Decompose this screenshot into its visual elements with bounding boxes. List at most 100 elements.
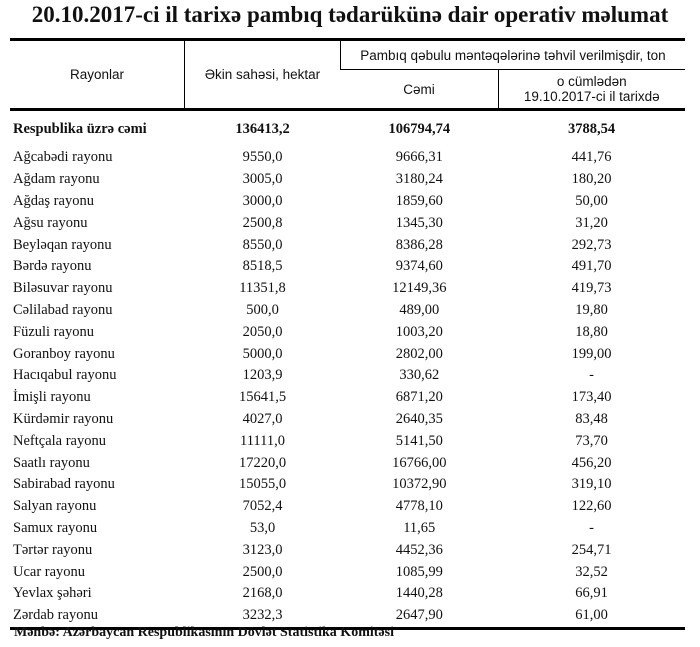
cell-including: -	[589, 367, 594, 384]
cell-region: Zərdab rayonu	[10, 604, 185, 630]
header-including: o cümlədən 19.10.2017-ci il tarixdə	[497, 69, 685, 111]
cell-area: 2500,8	[242, 214, 283, 231]
cell-region: Kürdəmir rayonu	[13, 410, 114, 427]
cell-including: 456,20	[571, 454, 612, 471]
cell-region: Sabirabad rayonu	[13, 476, 115, 493]
cell-including: 122,60	[571, 498, 612, 515]
table-row: Ağdam rayonu 3005,0 3180,24 180,20	[10, 169, 685, 191]
cell-region: Tərtər rayonu	[13, 541, 93, 558]
cell-area: 1203,9	[242, 367, 283, 384]
cell-area: 15641,5	[238, 389, 287, 406]
cell-area: 8518,5	[242, 258, 283, 275]
cell-including: 173,40	[571, 389, 612, 406]
cell-area: 2500,0	[242, 563, 283, 580]
header-including-line1: o cümlədən	[556, 74, 627, 89]
cell-total: 489,00	[399, 301, 440, 318]
cell-region: Ağdam rayonu	[13, 171, 100, 188]
cell-region: İmişli rayonu	[13, 389, 91, 406]
table-row: İmişli rayonu 15641,5 6871,20 173,40	[10, 387, 685, 409]
cell-total: 11,65	[403, 519, 436, 536]
table-row: Hacıqabul rayonu 1203,9 330,62 -	[10, 365, 685, 387]
cell-including: 254,71	[571, 541, 612, 558]
table-row: Kürdəmir rayonu 4027,0 2640,35 83,48	[10, 409, 685, 431]
cell-including: 419,73	[571, 280, 612, 297]
table-row: Bərdə rayonu 8518,5 9374,60 491,70	[10, 256, 685, 278]
cell-region: Beyləqan rayonu	[13, 236, 112, 253]
cell-area: 2168,0	[242, 585, 283, 602]
table-row: Sabirabad rayonu 15055,0 10372,90 319,10	[10, 474, 685, 496]
cell-area: 2050,0	[242, 323, 283, 340]
cell-area: 17220,0	[238, 454, 287, 471]
cell-including: 18,80	[575, 323, 608, 340]
cell-region: Yevlax şəhəri	[13, 585, 92, 602]
header-total: Cəmi	[340, 69, 498, 111]
table-row: Beyləqan rayonu 8550,0 8386,28 292,73	[10, 234, 685, 256]
cell-including: 199,00	[571, 345, 612, 362]
cell-total: 2802,00	[395, 345, 443, 362]
table-row: Yevlax şəhəri 2168,0 1440,28 66,91	[10, 583, 685, 605]
cell-area: 8550,0	[242, 236, 283, 253]
cell-area: 500,0	[246, 301, 279, 318]
cell-including: 32,52	[575, 563, 608, 580]
cell-including: 491,70	[571, 258, 612, 275]
table-row: Biləsuvar rayonu 11351,8 12149,36 419,73	[10, 278, 685, 300]
table-row: Zərdab rayonu 3232,3 2647,90 61,00	[10, 604, 685, 630]
cell-region: Füzuli rayonu	[13, 323, 94, 340]
cell-region: Saatlı rayonu	[13, 454, 90, 471]
cell-area: 15055,0	[238, 476, 287, 493]
cell-region: Ağcabədi rayonu	[13, 149, 113, 166]
cell-region: Cəlilabad rayonu	[13, 301, 113, 318]
table-row: Ucar rayonu 2500,0 1085,99 32,52	[10, 561, 685, 583]
cell-area: 136413,2	[235, 120, 290, 137]
cell-total: 9666,31	[395, 149, 443, 166]
table-row: Ağcabədi rayonu 9550,0 9666,31 441,76	[10, 147, 685, 169]
table-row: Samux rayonu 53,0 11,65 -	[10, 518, 685, 540]
cell-total: 6871,20	[395, 389, 443, 406]
total-row: Respublika üzrə cəmi 136413,2 106794,74 …	[10, 110, 685, 148]
cell-area: 3005,0	[242, 171, 283, 188]
cell-total: 12149,36	[392, 280, 447, 297]
header-area: Əkin sahəsi, hektar	[184, 38, 341, 111]
cell-including: 83,48	[575, 410, 608, 427]
cell-including: -	[589, 519, 594, 536]
table-row: Ağsu rayonu 2500,8 1345,30 31,20	[10, 212, 685, 234]
cell-area: 4027,0	[242, 410, 283, 427]
cotton-table: Rayonlar Əkin sahəsi, hektar Pambıq qəbu…	[10, 38, 685, 630]
cell-total: 5141,50	[395, 432, 443, 449]
cell-area: 11111,0	[240, 432, 285, 449]
cell-including: 180,20	[571, 171, 612, 188]
cell-total: 10372,90	[392, 476, 447, 493]
cell-region: Ağdaş rayonu	[13, 192, 94, 209]
cell-area: 5000,0	[242, 345, 283, 362]
cell-including: 66,91	[575, 585, 608, 602]
cell-area: 11351,8	[239, 280, 286, 297]
cell-including: 73,70	[575, 432, 608, 449]
cell-region: Samux rayonu	[13, 519, 98, 536]
table-row: Neftçala rayonu 11111,0 5141,50 73,70	[10, 430, 685, 452]
cell-total: 1440,28	[395, 585, 443, 602]
cell-region: Salyan rayonu	[13, 498, 97, 515]
cell-area: 3000,0	[242, 192, 283, 209]
cell-total: 4452,36	[395, 541, 443, 558]
cell-region: Goranboy rayonu	[13, 345, 115, 362]
cell-including: 292,73	[571, 236, 612, 253]
header-including-line2: 19.10.2017-ci il tarixdə	[523, 89, 660, 104]
cell-including: 31,20	[575, 214, 608, 231]
cell-total: 16766,00	[392, 454, 447, 471]
cell-including: 319,10	[571, 476, 612, 493]
cell-area: 3232,3	[184, 604, 341, 630]
table-row: Füzuli rayonu 2050,0 1003,20 18,80	[10, 321, 685, 343]
table-row: Saatlı rayonu 17220,0 16766,00 456,20	[10, 452, 685, 474]
cell-including: 3788,54	[567, 120, 616, 137]
cell-total: 9374,60	[395, 258, 443, 275]
cell-region: Biləsuvar rayonu	[13, 280, 113, 297]
cell-total: 330,62	[399, 367, 440, 384]
page-title: 20.10.2017-ci il tarixə pambıq tədarükün…	[31, 2, 669, 27]
cell-total: 2647,90	[340, 604, 498, 630]
cell-region: Ucar rayonu	[13, 563, 86, 580]
cell-area: 7052,4	[242, 498, 283, 515]
cell-region: Hacıqabul rayonu	[13, 367, 117, 384]
cell-total: 8386,28	[395, 236, 443, 253]
cell-region: Ağsu rayonu	[13, 214, 88, 231]
table-row: Salyan rayonu 7052,4 4778,10 122,60	[10, 496, 685, 518]
